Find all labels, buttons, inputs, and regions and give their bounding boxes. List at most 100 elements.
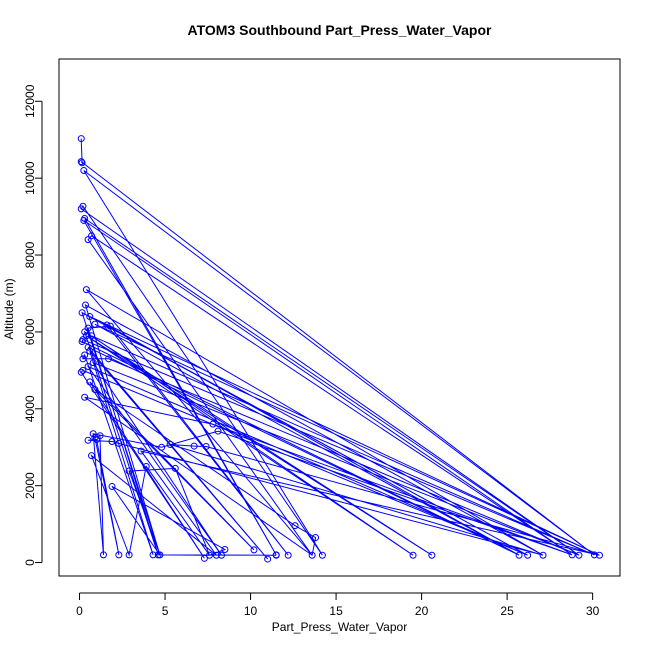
data-point <box>82 332 90 340</box>
data-point <box>156 551 164 559</box>
data-point <box>149 551 157 559</box>
data-point <box>84 436 92 444</box>
data-point <box>87 232 95 240</box>
data-point <box>206 551 214 559</box>
data-point <box>166 441 174 449</box>
data-point <box>86 313 94 321</box>
data-point <box>284 551 292 559</box>
data-point <box>89 430 97 438</box>
x-tick-label: 5 <box>162 604 169 618</box>
data-point <box>214 427 222 435</box>
data-point <box>108 437 116 445</box>
data-point <box>87 332 95 340</box>
series-points <box>77 135 603 563</box>
data-point <box>312 534 320 542</box>
y-tick-label: 2000 <box>23 472 37 499</box>
data-point <box>87 452 95 460</box>
data-point <box>77 368 85 376</box>
data-point <box>91 320 99 328</box>
x-axis-title: Part_Press_Water_Vapor <box>272 620 407 634</box>
data-point <box>80 166 88 174</box>
data-point <box>84 324 92 332</box>
data-point <box>77 158 85 166</box>
x-tick-label: 30 <box>586 604 600 618</box>
data-point <box>78 159 86 167</box>
data-point <box>212 551 220 559</box>
data-point <box>125 551 133 559</box>
data-point <box>308 551 316 559</box>
data-point <box>79 366 87 374</box>
data-point <box>171 464 179 472</box>
series-lines <box>80 138 600 560</box>
data-point <box>202 442 210 450</box>
data-point <box>272 551 280 559</box>
x-tick-label: 0 <box>76 604 83 618</box>
y-tick-label: 4000 <box>23 395 37 422</box>
data-point <box>142 462 150 470</box>
data-point <box>217 551 225 559</box>
data-point <box>190 442 198 450</box>
y-axis: 0 2000 4000 6000 8000 10000 12000 <box>23 84 43 566</box>
data-point <box>575 551 583 559</box>
data-point <box>250 546 258 554</box>
x-tick-label: 15 <box>329 604 343 618</box>
data-point <box>115 551 123 559</box>
x-tick-label: 25 <box>500 604 514 618</box>
data-point <box>99 551 107 559</box>
y-tick-label: 6000 <box>23 318 37 345</box>
x-tick-label: 10 <box>244 604 258 618</box>
data-point <box>77 205 85 213</box>
data-point <box>125 467 133 475</box>
x-tick-label: 20 <box>415 604 429 618</box>
data-point <box>200 554 208 562</box>
data-point <box>84 236 92 244</box>
data-point <box>428 551 436 559</box>
data-point <box>80 216 88 224</box>
data-point <box>108 482 116 490</box>
y-tick-label: 0 <box>23 559 37 566</box>
series-line <box>80 138 600 560</box>
plot-frame <box>58 58 621 577</box>
data-point <box>89 359 97 367</box>
data-point <box>590 551 598 559</box>
data-point <box>158 443 166 451</box>
data-point <box>77 135 85 143</box>
data-point <box>221 545 229 553</box>
data-point <box>82 301 90 309</box>
data-point <box>91 386 99 394</box>
data-point <box>115 439 123 447</box>
data-point <box>409 551 417 559</box>
data-point <box>105 355 113 363</box>
y-tick-label: 8000 <box>23 241 37 268</box>
data-point <box>84 363 92 371</box>
data-point <box>103 321 111 329</box>
data-point <box>209 420 217 428</box>
data-point <box>78 309 86 317</box>
data-point <box>81 351 89 359</box>
data-point <box>524 551 532 559</box>
data-point <box>515 551 523 559</box>
data-point <box>81 328 89 336</box>
data-point <box>82 286 90 294</box>
data-point <box>106 322 114 330</box>
data-point <box>91 434 99 442</box>
x-axis: 0 5 10 15 20 25 30 <box>76 592 600 618</box>
y-tick-label: 10000 <box>23 161 37 195</box>
data-point <box>84 343 92 351</box>
data-point <box>78 338 86 346</box>
chart-title: ATOM3 Southbound Part_Press_Water_Vapor <box>188 22 492 38</box>
data-point <box>539 551 547 559</box>
data-point <box>137 447 145 455</box>
data-point <box>264 555 272 563</box>
data-point <box>81 393 89 401</box>
data-point <box>86 378 94 386</box>
data-point <box>291 522 299 530</box>
y-tick-label: 12000 <box>23 84 37 118</box>
data-point <box>79 355 87 363</box>
data-point <box>93 436 101 444</box>
data-point <box>86 347 94 355</box>
data-point <box>595 551 603 559</box>
data-point <box>318 551 326 559</box>
